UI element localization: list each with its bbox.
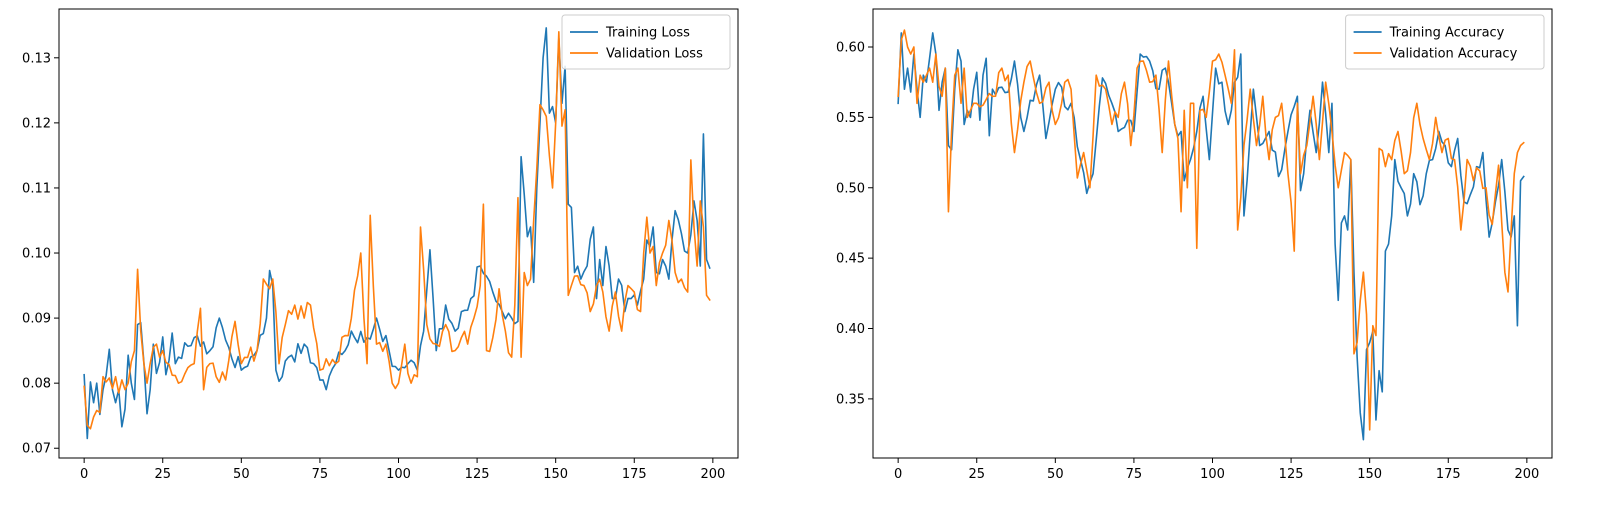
x-tick-label: 0 [80,467,88,482]
x-tick-label: 25 [968,467,985,482]
legend-label: Training Accuracy [1389,26,1505,41]
legend: Training Loss Validation Loss [561,14,731,70]
x-tick-label: 0 [894,467,902,482]
x-tick-label: 25 [154,467,171,482]
x-tick-label: 125 [465,467,490,482]
x-tick-label: 100 [386,467,411,482]
legend: Training Accuracy Validation Accuracy [1345,14,1545,70]
y-tick-label: 0.08 [22,377,51,392]
legend-label: Validation Loss [606,47,703,62]
y-tick-label: 0.40 [836,322,865,337]
y-tick-label: 0.10 [22,247,51,262]
x-tick-label: 75 [1126,467,1143,482]
y-tick-label: 0.45 [836,252,865,267]
y-tick-label: 0.07 [22,442,51,457]
series-line-training-accuracy [897,32,1525,441]
chart-panel-1: 0 25 50 75 100 125 150 175 200 0.07 0.08 0.09 0.10 0.… [22,8,739,482]
x-tick-label: 100 [1200,467,1225,482]
y-tick-label: 0.35 [836,392,865,407]
series-line-validation-loss [83,30,711,430]
y-tick-label: 0.11 [22,181,51,196]
legend-box [561,14,731,70]
x-tick-label: 175 [622,467,647,482]
y-tick-label: 0.13 [22,51,51,66]
series-line-validation-accuracy [897,29,1525,431]
legend-label: Validation Accuracy [1390,47,1518,62]
plot-frame [58,8,739,459]
x-tick-label: 50 [1047,467,1064,482]
y-tick-label: 0.60 [836,41,865,56]
x-tick-label: 200 [700,467,725,482]
series-line-training-loss [83,27,711,440]
plot-frame [872,8,1553,459]
y-tick-label: 0.12 [22,116,51,131]
x-tick-label: 150 [543,467,568,482]
x-tick-label: 150 [1357,467,1382,482]
x-tick-label: 50 [233,467,250,482]
x-tick-label: 75 [312,467,329,482]
y-tick-label: 0.09 [22,312,51,327]
x-tick-label: 200 [1514,467,1539,482]
y-tick-label: 0.50 [836,181,865,196]
x-tick-label: 125 [1279,467,1304,482]
x-tick-label: 175 [1436,467,1461,482]
chart-panel-2: 0 25 50 75 100 125 150 175 200 0.35 0.40 0.45 0.50 0.… [836,8,1553,482]
legend-box [1345,14,1545,70]
legend-label: Training Loss [605,26,690,41]
y-tick-label: 0.55 [836,111,865,126]
